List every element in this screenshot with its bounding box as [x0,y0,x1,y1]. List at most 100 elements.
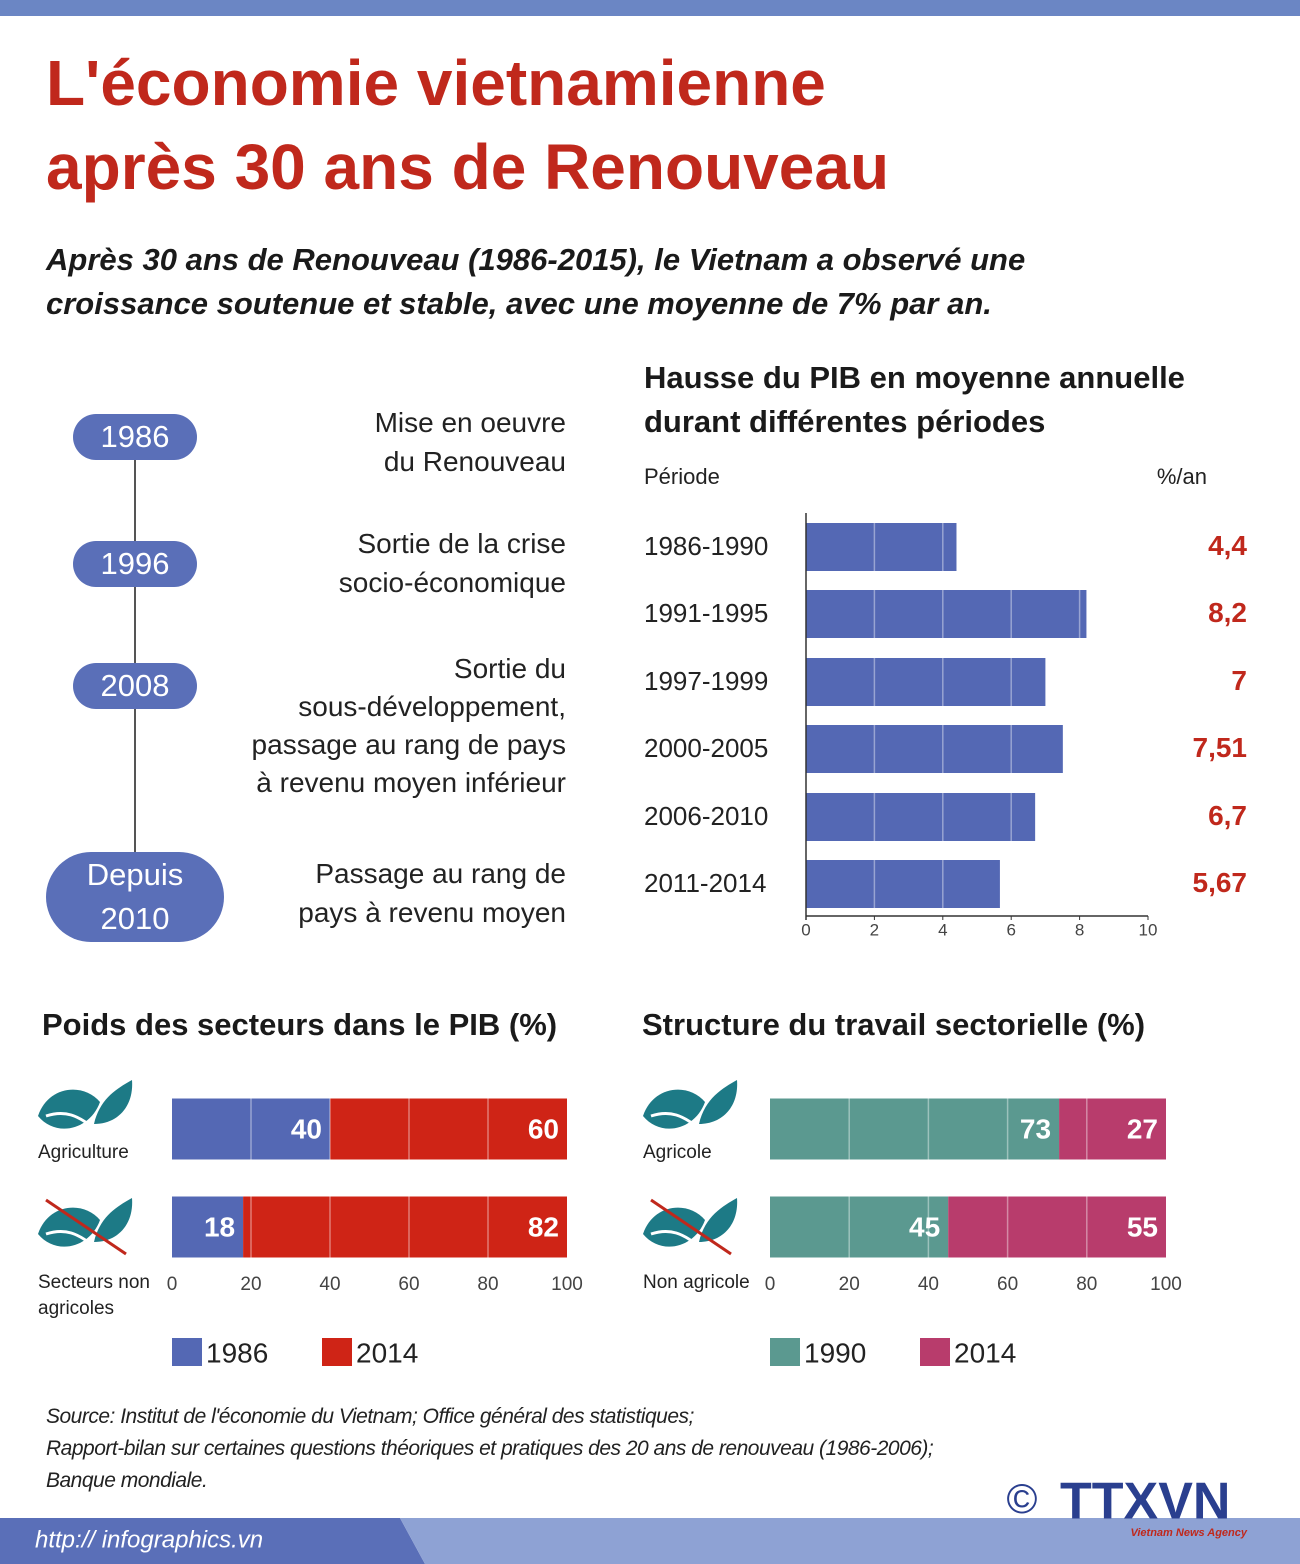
x-tick-label: 80 [1076,1274,1097,1295]
data-label: 73 [1020,1113,1051,1144]
footer-url: http:// infographics.vn [35,1526,263,1553]
footer-band-light [400,1518,1300,1564]
x-tick-label: 20 [240,1274,261,1295]
data-label: 82 [528,1211,559,1242]
bar-segment [948,1196,1166,1258]
value-label: 7,51 [1192,732,1248,763]
subtitle-line: Après 30 ans de Renouveau (1986-2015), l… [46,242,1026,277]
x-tick-label: 0 [167,1274,178,1295]
bar [806,658,1046,706]
value-label: 8,2 [1208,597,1247,628]
bar-segment [330,1098,567,1160]
legend-swatch [322,1338,352,1366]
x-tick-label: 0 [765,1274,776,1295]
x-tick-label: 60 [398,1274,419,1295]
x-tick-label: 0 [801,920,810,939]
year-pill [73,541,197,587]
leaf-vein [650,1111,705,1134]
legend-swatch [770,1338,800,1366]
year-label: 1996 [100,546,170,581]
data-label: 45 [909,1211,940,1242]
year-label: 1986 [100,419,170,454]
category-label: 1997-1999 [644,666,769,696]
title-line: après 30 ans de Renouveau [46,131,890,203]
title-line: L'économie vietnamienne [46,47,826,119]
sector-icon [643,1198,738,1256]
bar-segment [172,1196,244,1258]
milestone-text: Mise en oeuvre [374,407,566,438]
x-tick-label: 40 [918,1274,939,1295]
sector-icon [38,1080,133,1134]
leaf-icon [643,1089,705,1129]
legend-swatch [920,1338,950,1366]
milestone-text: à revenu moyen inférieur [256,767,566,798]
footer-band [0,1518,425,1564]
legend-swatch [172,1338,202,1366]
year-pill [46,852,224,942]
category-label: 2000-2005 [644,733,769,763]
milestone-text: du Renouveau [383,446,566,477]
bar [806,590,1087,638]
x-tick-label: 10 [1139,920,1158,939]
chart-title: Structure du travail sectorielle (%) [642,1007,1146,1042]
value-axis-label: %/an [1156,464,1207,489]
milestone-text: Sortie de la crise [357,528,566,559]
copyright: © [1007,1475,1038,1522]
milestone-text: passage au rang de pays [251,729,566,760]
category-label: 1991-1995 [644,598,769,628]
subtitle-line: croissance soutenue et stable, avec une … [46,286,992,321]
legend-label: 1990 [804,1337,866,1368]
milestone-text: Passage au rang de [315,858,566,889]
value-label: 4,4 [1208,530,1247,561]
sector-icon [38,1198,133,1256]
x-tick-label: 100 [551,1274,583,1295]
bar [806,860,1000,908]
value-label: 5,67 [1192,867,1248,898]
data-label: 27 [1127,1113,1158,1144]
year-label: Depuis 2010 [86,857,184,936]
bar-segment [770,1098,1060,1160]
value-label: 7 [1231,665,1247,696]
bar-segment [770,1196,949,1258]
year-label: 2008 [100,668,170,703]
logo: TTXVN [1060,1473,1230,1531]
x-tick-label: 4 [938,920,947,939]
x-tick-label: 80 [477,1274,498,1295]
data-label: 40 [291,1113,322,1144]
source-line: Source: Institut de l'économie du Vietna… [46,1405,694,1428]
bar [806,725,1063,773]
x-tick-label: 6 [1006,920,1015,939]
year-pill [73,663,197,709]
milestone-text: pays à revenu moyen [298,897,566,928]
leaf-icon [38,1207,100,1247]
leaf-vein [650,1229,705,1252]
legend-label: 2014 [954,1337,1016,1368]
chart-title: Hausse du PIB en moyenne annuelle durant… [644,360,1185,439]
data-label: 18 [204,1211,235,1242]
leaf-vein [45,1229,100,1252]
x-tick-label: 8 [1075,920,1084,939]
x-tick-label: 2 [870,920,879,939]
milestone-text: Sortie du [453,653,566,684]
leaf-icon [94,1080,133,1124]
milestone-text: socio-économique [338,567,566,598]
leaf-vein [45,1111,100,1134]
leaf-icon [699,1198,738,1242]
category-label: Non agricole [643,1272,750,1293]
category-axis-label: Période [644,464,720,489]
leaf-icon [38,1089,100,1129]
category-label: Agricole [643,1142,712,1163]
category-label: Secteurs non agricoles [38,1272,150,1319]
agency: Vietnam News Agency [1130,1527,1247,1539]
category-label: 2006-2010 [644,801,769,831]
category-label: Agriculture [38,1142,129,1163]
bar-segment [172,1098,330,1160]
chart-title: Poids des secteurs dans le PIB (%) [42,1007,558,1042]
legend-label: 1986 [206,1337,268,1368]
bar-segment [243,1196,567,1258]
milestone-text: sous-développement, [298,691,566,722]
slash-icon [45,1198,127,1256]
legend-label: 2014 [356,1337,418,1368]
